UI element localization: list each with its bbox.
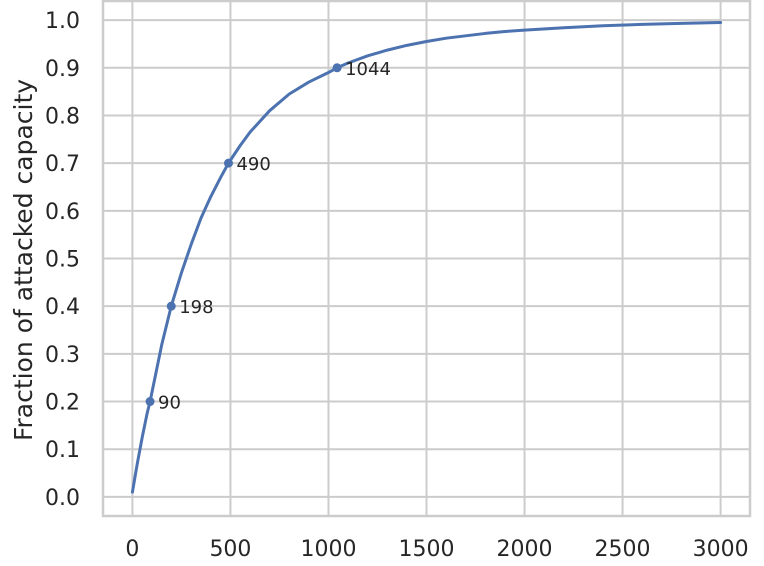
plot-frame xyxy=(101,0,752,518)
x-tick-label: 0 xyxy=(125,537,139,562)
y-tick-label: 0.5 xyxy=(45,248,80,273)
data-point-label: 198 xyxy=(179,297,213,318)
y-tick-label: 0.1 xyxy=(45,438,80,463)
y-tick-label: 0.9 xyxy=(45,57,80,82)
y-axis-label: Fraction of attacked capacity xyxy=(9,79,38,441)
x-tick-label: 2000 xyxy=(497,537,553,562)
data-point xyxy=(145,397,155,407)
y-tick-label: 1.0 xyxy=(45,9,80,34)
data-point-label: 490 xyxy=(236,154,270,175)
series-line xyxy=(130,20,723,494)
x-tick-label: 1000 xyxy=(300,537,356,562)
y-tick-label: 0.7 xyxy=(45,152,80,177)
x-tick-label: 2500 xyxy=(595,537,651,562)
data-point xyxy=(223,158,233,168)
y-tick-label: 0.6 xyxy=(45,200,80,225)
y-tick-label: 0.3 xyxy=(45,343,80,368)
data-point xyxy=(332,63,342,73)
y-tick-label: 0.4 xyxy=(45,295,80,320)
x-tick-label: 3000 xyxy=(693,537,749,562)
y-tick-label: 0.0 xyxy=(45,486,80,511)
data-point-label: 90 xyxy=(158,393,181,414)
grid-lines xyxy=(103,1,750,516)
x-tick-label: 1500 xyxy=(399,537,455,562)
x-tick-label: 500 xyxy=(209,537,251,562)
y-tick-label: 0.2 xyxy=(45,391,80,416)
y-tick-label: 0.8 xyxy=(45,104,80,129)
data-point-label: 1044 xyxy=(345,59,391,80)
data-point xyxy=(166,301,176,311)
